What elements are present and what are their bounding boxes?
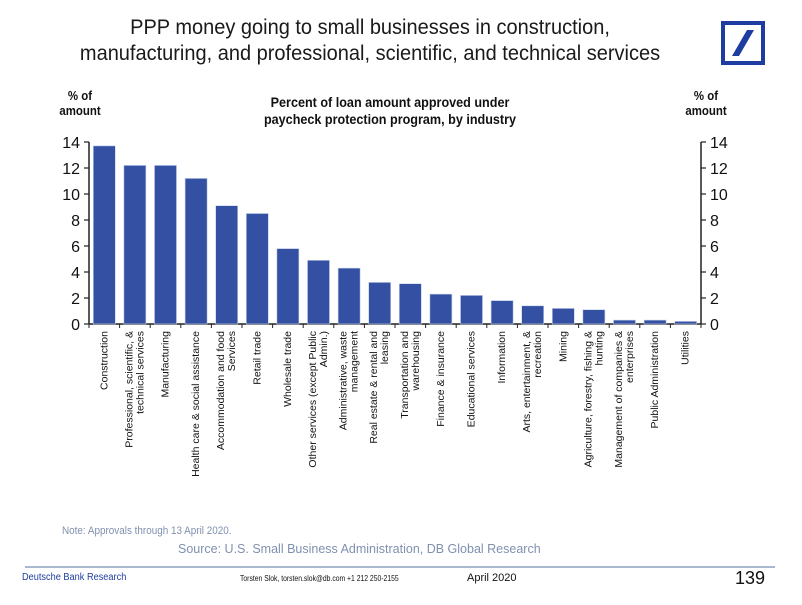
bar: [490, 300, 514, 325]
bar: [521, 305, 545, 325]
x-tick-label: Real estate & rental and: [368, 331, 380, 444]
x-tick-label: Wholesale trade: [282, 331, 294, 407]
bar: [337, 267, 361, 325]
bar: [245, 213, 269, 325]
y-axis-left-label: % of amount: [54, 88, 107, 118]
x-tick-label: Services: [226, 331, 238, 371]
y-tick-label-left: 6: [71, 239, 80, 256]
bar: [398, 283, 422, 325]
x-tick-label: Utilities: [680, 331, 692, 365]
x-tick-label: hunting: [593, 331, 605, 366]
bar: [92, 145, 116, 325]
bar: [215, 205, 239, 325]
x-tick-label: Management of companies &: [613, 331, 625, 468]
bar: [368, 282, 392, 325]
y-tick-label-left: 0: [71, 317, 80, 334]
x-tick-label: Public Administration: [649, 331, 661, 429]
y-tick-label-left: 10: [62, 187, 80, 204]
y-axis-left-label-line1: % of: [67, 88, 93, 103]
x-tick-label: Accommodation and food: [215, 331, 227, 450]
footer-divider: [25, 566, 775, 568]
y-tick-label-left: 14: [62, 135, 80, 152]
bar: [460, 295, 483, 325]
y-axis-right-label: % of amount: [680, 88, 733, 118]
chart-source: Source: U.S. Small Business Administrati…: [178, 542, 541, 556]
y-axis-right-label-line2: amount: [685, 103, 727, 118]
bar: [551, 308, 575, 325]
bar: [276, 248, 300, 325]
x-tick-label: Other services (except Public: [307, 331, 319, 468]
y-tick-label-right: 14: [710, 135, 728, 152]
y-tick-label-right: 8: [710, 213, 719, 230]
x-tick-label: management: [349, 331, 361, 392]
footer-date: April 2020: [467, 572, 517, 584]
bar: [429, 293, 453, 325]
chart-note: Note: Approvals through 13 April 2020.: [62, 525, 232, 537]
bar: [613, 319, 636, 325]
page-title: PPP money going to small businesses in c…: [45, 14, 696, 66]
x-tick-label: Retail trade: [251, 331, 263, 385]
x-tick-label: Arts, entertainment, &: [521, 331, 533, 433]
footer-author: Torsten Slok, torsten.slok@db.com +1 212…: [240, 574, 399, 583]
y-tick-label-right: 0: [710, 317, 719, 334]
y-axis-right-label-line1: % of: [693, 88, 719, 103]
x-tick-label: Agriculture, forestry, fishing &: [582, 331, 594, 467]
bar: [307, 259, 330, 325]
x-tick-label: Administrative, waste: [338, 331, 350, 430]
y-tick-label-right: 12: [710, 161, 728, 178]
y-axis-left-label-line2: amount: [59, 103, 101, 118]
x-tick-label: leasing: [379, 331, 391, 364]
chart-title-line2: paycheck protection program, by industry: [263, 111, 517, 127]
bar: [123, 165, 147, 325]
bar: [674, 321, 698, 325]
y-tick-label-left: 8: [71, 213, 80, 230]
x-tick-label: Manufacturing: [160, 331, 172, 398]
page-title-line2: manufacturing, and professional, scienti…: [79, 41, 661, 65]
x-tick-label: Health care & social assistance: [190, 331, 202, 477]
bar: [582, 309, 606, 325]
y-tick-label-right: 4: [710, 265, 719, 282]
y-tick-label-left: 2: [71, 291, 80, 308]
x-tick-label: recreation: [532, 331, 544, 378]
chart-title-line1: Percent of loan amount approved under: [270, 94, 510, 110]
x-tick-label: Mining: [557, 331, 569, 362]
x-tick-label: Educational services: [466, 331, 478, 427]
y-tick-label-left: 4: [71, 265, 80, 282]
x-tick-label: Information: [496, 331, 508, 384]
y-tick-label-right: 2: [710, 291, 719, 308]
bar: [184, 178, 208, 325]
bar: [154, 165, 177, 325]
x-tick-label: Finance & insurance: [435, 331, 447, 427]
x-tick-label: Professional, scientific, &: [123, 331, 135, 448]
logo-slash-icon: [732, 30, 754, 56]
chart-title: Percent of loan amount approved under pa…: [201, 94, 579, 128]
y-tick-label-right: 10: [710, 187, 728, 204]
y-tick-label-left: 12: [62, 161, 80, 178]
x-tick-label: Construction: [98, 331, 110, 390]
footer-brand: Deutsche Bank Research: [22, 572, 127, 583]
x-tick-label: Transportation and: [399, 331, 411, 419]
y-tick-label-right: 6: [710, 239, 719, 256]
page-number: 139: [735, 568, 766, 588]
deutsche-bank-logo: [721, 21, 765, 65]
x-tick-label: Admin.): [318, 331, 330, 367]
bar: [643, 319, 667, 325]
x-tick-label: warehousing: [410, 331, 422, 392]
page-title-line1: PPP money going to small businesses in c…: [130, 15, 610, 39]
x-tick-label: enterprises: [624, 331, 636, 383]
x-tick-label: technical services: [134, 331, 146, 414]
